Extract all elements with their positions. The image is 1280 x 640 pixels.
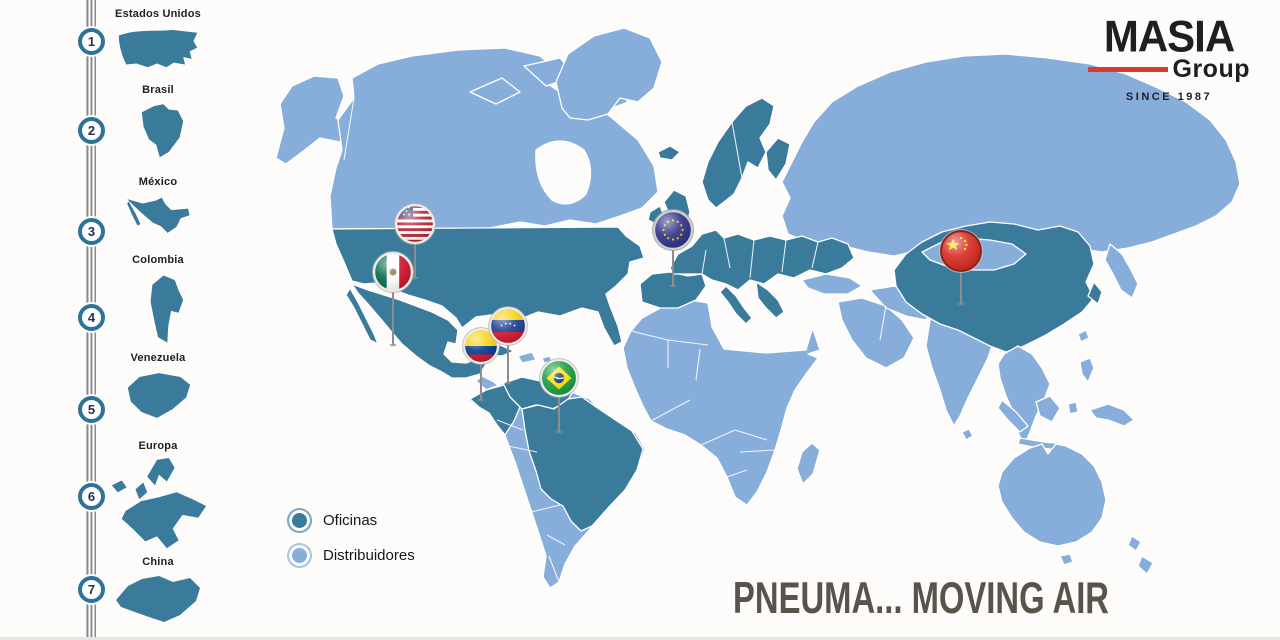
sidebar-item-venezuela: 5 Venezuela <box>78 352 214 423</box>
europe-silhouette-icon <box>111 457 207 549</box>
item-number-badge: 4 <box>78 304 105 331</box>
country-label: Colombia <box>132 254 184 266</box>
item-number-badge: 3 <box>78 218 105 245</box>
item-number-badge: 5 <box>78 396 105 423</box>
legend-distributors-row: Distribuidores <box>292 547 415 564</box>
sidebar-item-brasil: 2 Brasil <box>78 84 214 166</box>
masia-group-logo: MASIA Group SINCE 1987 <box>1088 11 1250 103</box>
country-label: Brasil <box>142 84 174 96</box>
item-number: 4 <box>87 310 96 325</box>
country-label: China <box>142 556 174 568</box>
region-europe <box>639 97 855 325</box>
item-number-badge: 2 <box>78 117 105 144</box>
item-number-badge: 6 <box>78 483 105 510</box>
logo-brand-text: MASIA <box>1103 11 1235 62</box>
distributor-dot-icon <box>292 548 307 563</box>
pin-european-union <box>652 209 694 288</box>
item-number: 1 <box>87 34 96 49</box>
country-label: Europa <box>138 440 178 452</box>
item-number-badge: 7 <box>78 576 105 603</box>
item-number: 2 <box>87 123 96 138</box>
map-legend: Oficinas Distribuidores <box>292 512 415 582</box>
country-label: Venezuela <box>130 352 186 364</box>
pin-usa <box>394 203 436 280</box>
legend-offices-row: Oficinas <box>292 512 415 529</box>
pin-colombia <box>462 327 500 402</box>
item-number: 7 <box>87 582 96 597</box>
pin-venezuela <box>488 306 528 385</box>
venezuela-silhouette-icon <box>127 373 191 418</box>
bottom-edge-line <box>0 637 1280 640</box>
item-number: 6 <box>87 489 96 504</box>
colombia-silhouette-icon <box>150 275 184 343</box>
logo-since-text: SINCE 1987 <box>1125 91 1213 103</box>
item-number: 5 <box>87 402 96 417</box>
sidebar-item-mexico: 3 México <box>78 176 214 245</box>
office-dot-icon <box>292 513 307 528</box>
legend-offices-label: Oficinas <box>323 512 378 529</box>
logo-red-bar <box>1088 67 1168 72</box>
pin-china <box>939 229 983 306</box>
sidebar-item-estados-unidos: 1 Estados Unidos <box>78 8 214 76</box>
country-label: Estados Unidos <box>115 8 201 20</box>
item-number-badge: 1 <box>78 28 105 55</box>
pin-brazil <box>539 358 579 434</box>
mexico-silhouette-icon <box>127 197 190 233</box>
sidebar-item-china: 7 China <box>78 556 214 628</box>
region-oceania <box>997 345 1154 575</box>
country-label: México <box>138 176 178 188</box>
region-north-america <box>275 27 663 230</box>
region-africa <box>622 299 821 506</box>
tagline: PNEUMA... MOVING AIR <box>733 573 1109 623</box>
pin-mexico <box>372 251 414 347</box>
usa-silhouette-icon <box>118 29 198 68</box>
china-silhouette-icon <box>116 576 200 622</box>
item-number: 3 <box>87 224 96 239</box>
region-south-america <box>467 376 646 589</box>
sidebar-item-colombia: 4 Colombia <box>78 254 214 350</box>
brazil-silhouette-icon <box>141 104 184 158</box>
logo-group-text: Group <box>1172 55 1250 83</box>
legend-distributors-label: Distribuidores <box>323 547 415 564</box>
sidebar-item-europa: 6 Europa <box>78 440 214 558</box>
